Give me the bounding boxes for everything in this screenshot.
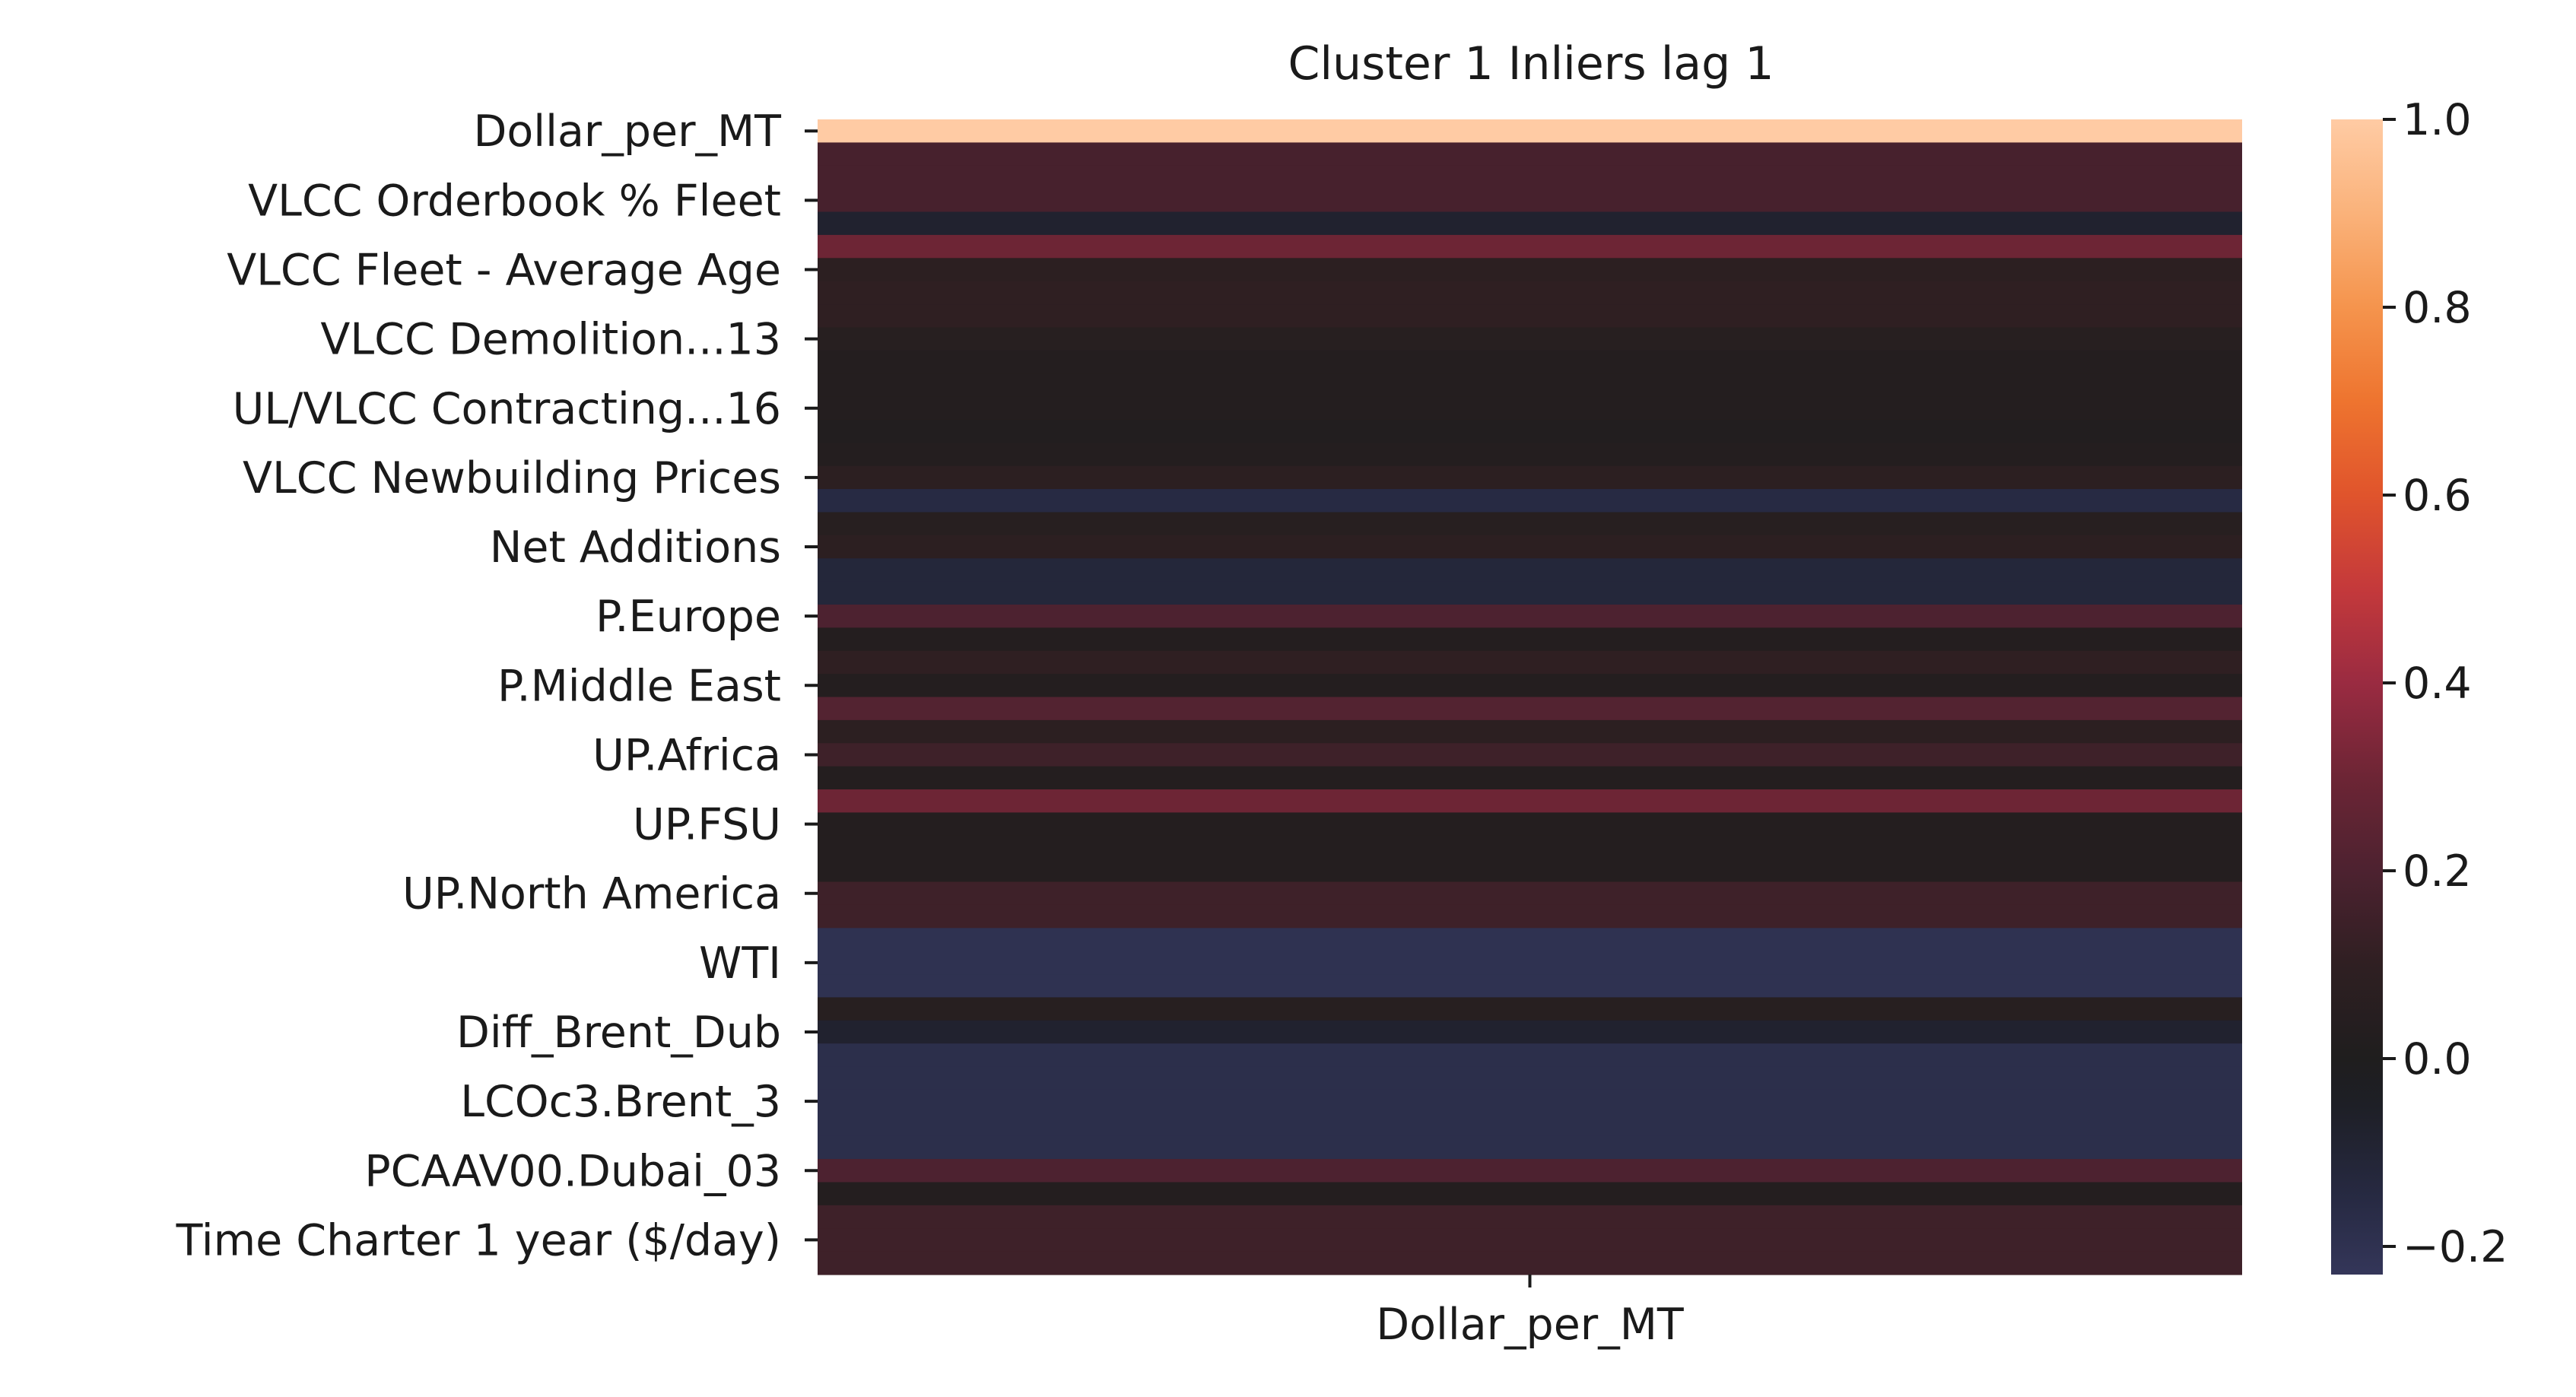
heatmap-cell [818,189,2242,213]
heatmap-cell [818,789,2242,813]
heatmap-cell [818,142,2242,167]
heatmap-cell [818,281,2242,305]
colorbar-tick-label: 0.6 [2403,471,2472,521]
heatmap-cell [818,1113,2242,1137]
heatmap-cell [818,719,2242,744]
heatmap-cell [818,1159,2242,1183]
heatmap-cell [818,234,2242,259]
heatmap-cell [818,1089,2242,1113]
heatmap-cell [818,304,2242,329]
heatmap-cell [818,165,2242,189]
heatmap-cell [818,327,2242,351]
heatmap-cell [818,997,2242,1021]
y-tick-label: Time Charter 1 year ($/day) [176,1215,781,1265]
heatmap-cell [818,396,2242,421]
y-tick-label: UP.Africa [592,730,781,780]
heatmap-cell [818,419,2242,443]
y-tick-label: VLCC Orderbook % Fleet [248,176,781,226]
heatmap-cell [818,489,2242,513]
x-axis: Dollar_per_MT [1376,1275,1684,1350]
heatmap-cell [818,881,2242,906]
heatmap-cell [818,581,2242,605]
heatmap-cell [818,766,2242,790]
heatmap-cell [818,604,2242,628]
y-tick-label: LCOc3.Brent_3 [460,1077,781,1127]
heatmap-cell [818,1066,2242,1091]
heatmap-cell [818,558,2242,583]
heatmap-cell [818,859,2242,883]
colorbar: 1.0 0.8 0.6 0.4 0.2 0.0 −0.2 [2331,95,2508,1275]
colorbar-tick-label: 0.8 [2403,283,2472,333]
heatmap-cell [818,835,2242,859]
heatmap-cell [818,974,2242,999]
colorbar-tick-label: 1.0 [2403,95,2472,145]
y-tick-label: P.Europe [596,592,781,642]
heatmap-cell [818,697,2242,721]
heatmap-cell [818,512,2242,536]
y-tick-label: VLCC Newbuilding Prices [243,453,781,503]
y-tick-label: UP.North America [402,869,781,919]
heatmap-cell [818,674,2242,698]
heatmap-cell [818,1228,2242,1253]
y-tick-label: Net Additions [490,522,781,573]
y-tick-label: PCAAV00.Dubai_03 [364,1146,781,1196]
heatmap-cell [818,904,2242,929]
heatmap-cell [818,1043,2242,1068]
chart-title: Cluster 1 Inliers lag 1 [1288,37,1774,90]
heatmap-cell [818,743,2242,767]
y-tick-label: VLCC Fleet - Average Age [227,245,781,295]
heatmap-cell [818,119,2242,143]
heatmap-cell [818,928,2242,952]
heatmap-cell [818,211,2242,236]
heatmap-cell [818,465,2242,490]
heatmap-cell [818,650,2242,675]
y-tick-label: P.Middle East [497,661,781,711]
y-tick-label: UL/VLCC Contracting...16 [233,384,781,434]
heatmap-cell [818,373,2242,398]
heatmap-cells [818,119,2242,1275]
heatmap-cell [818,1135,2242,1160]
y-tick-label: Dollar_per_MT [474,106,782,157]
heatmap-cell [818,1182,2242,1206]
heatmap-cell [818,258,2242,282]
heatmap-cell [818,1205,2242,1229]
y-tick-label: WTI [699,938,781,989]
y-tick-label: VLCC Demolition...13 [320,315,781,365]
y-tick-label: UP.FSU [633,800,781,850]
heatmap-cell [818,350,2242,374]
y-tick-label: Diff_Brent_Dub [456,1008,781,1058]
colorbar-gradient [2331,119,2383,1275]
heatmap-cell [818,1251,2242,1275]
y-axis: Dollar_per_MT VLCC Orderbook % Fleet VLCC … [176,106,818,1265]
heatmap-cell [818,812,2242,837]
colorbar-tick-label: 0.2 [2403,846,2472,897]
heatmap-cell [818,443,2242,467]
colorbar-tick-label: 0.0 [2403,1034,2472,1084]
colorbar-tick-label: −0.2 [2403,1222,2508,1272]
heatmap-cell [818,951,2242,975]
heatmap-cell [818,535,2242,559]
heatmap-cell [818,1020,2242,1044]
heatmap-cell [818,627,2242,652]
colorbar-tick-label: 0.4 [2403,659,2472,709]
x-tick-label: Dollar_per_MT [1376,1300,1684,1350]
